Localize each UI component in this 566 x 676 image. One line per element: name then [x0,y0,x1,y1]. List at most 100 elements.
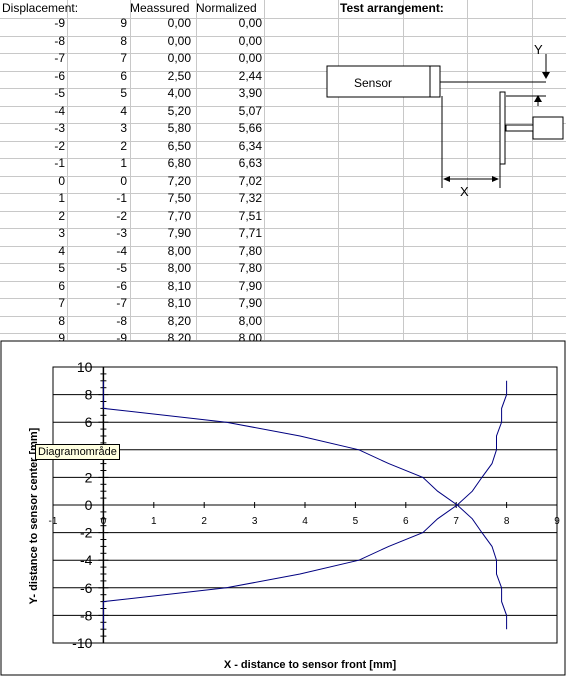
cell-norm[interactable]: 5,66 [238,121,262,135]
cell-norm[interactable]: 7,90 [238,296,262,310]
cell-norm[interactable]: 5,07 [238,104,262,118]
cell-norm[interactable]: 6,34 [238,139,262,153]
row-gridline [0,71,566,72]
target-rod [505,124,534,132]
cell-b[interactable]: -7 [116,296,127,310]
cell-disp[interactable]: -5 [54,86,65,100]
cell-norm[interactable]: 0,00 [238,34,262,48]
cell-b[interactable]: -2 [116,209,127,223]
cell-meas[interactable]: 8,10 [167,296,191,310]
header-normalized[interactable]: Normalized [196,1,257,15]
cell-meas[interactable]: 4,00 [167,86,191,100]
x-tick-label: 8 [504,516,510,527]
cell-disp[interactable]: 0 [58,174,65,188]
cell-b[interactable]: -4 [116,244,127,258]
cell-disp[interactable]: -6 [54,69,65,83]
cell-meas[interactable]: 0,00 [167,16,191,30]
y-axis-title[interactable]: Y- distance to sensor center [mm] [28,427,40,604]
test-arrangement-diagram: Sensor Y X [326,42,564,199]
cell-norm[interactable]: 2,44 [238,69,262,83]
cell-b[interactable]: 2 [120,139,127,153]
cell-norm[interactable]: 0,00 [238,16,262,30]
y-tick-label: 2 [85,469,93,485]
cell-disp[interactable]: 8 [58,314,65,328]
cell-meas[interactable]: 0,00 [167,51,191,65]
cell-meas[interactable]: 0,00 [167,34,191,48]
cell-norm[interactable]: 8,00 [238,314,262,328]
x-axis-title[interactable]: X - distance to sensor front [mm] [224,659,397,671]
cell-disp[interactable]: 5 [58,261,65,275]
y-tick-label: 8 [85,387,93,403]
x-tick-label: 5 [353,516,359,527]
cell-meas[interactable]: 6,50 [167,139,191,153]
cell-norm[interactable]: 7,90 [238,279,262,293]
cell-b[interactable]: 1 [120,156,127,170]
cell-b[interactable]: 0 [120,174,127,188]
column-gridline [196,0,197,340]
cell-disp[interactable]: -7 [54,51,65,65]
cell-norm[interactable]: 7,32 [238,191,262,205]
cell-meas[interactable]: 7,90 [167,226,191,240]
cell-disp[interactable]: 3 [58,226,65,240]
cell-norm[interactable]: 3,90 [238,86,262,100]
cell-disp[interactable]: -8 [54,34,65,48]
cell-meas[interactable]: 5,20 [167,104,191,118]
y-tick-label: -4 [80,552,93,568]
cell-b[interactable]: 8 [120,34,127,48]
cell-norm[interactable]: 7,71 [238,226,262,240]
cell-b[interactable]: 5 [120,86,127,100]
cell-b[interactable]: 6 [120,69,127,83]
cell-meas[interactable]: 7,70 [167,209,191,223]
cell-norm[interactable]: 7,80 [238,244,262,258]
cell-norm[interactable]: 7,51 [238,209,262,223]
cell-b[interactable]: -8 [116,314,127,328]
x-tick-label: 4 [302,516,308,527]
cell-b[interactable]: -1 [116,191,127,205]
header-test-arrangement[interactable]: Test arrangement: [340,1,444,15]
cell-norm[interactable]: 6,63 [238,156,262,170]
cell-b[interactable]: -6 [116,279,127,293]
column-gridline [67,0,68,340]
cell-norm[interactable]: 7,80 [238,261,262,275]
header-measured[interactable]: Meassured [130,1,190,15]
sensor-box[interactable] [326,65,441,98]
cell-b[interactable]: -9 [116,331,127,345]
cell-disp[interactable]: 4 [58,244,65,258]
cell-b[interactable]: -3 [116,226,127,240]
cell-meas[interactable]: 7,20 [167,174,191,188]
cell-disp[interactable]: -2 [54,139,65,153]
cell-b[interactable]: -5 [116,261,127,275]
cell-b[interactable]: 3 [120,121,127,135]
target-plate[interactable] [499,91,506,165]
row-gridline [0,193,566,194]
row-gridline [0,158,566,159]
row-gridline [0,53,566,54]
cell-meas[interactable]: 5,80 [167,121,191,135]
cell-disp[interactable]: 1 [58,191,65,205]
cell-b[interactable]: 4 [120,104,127,118]
cell-disp[interactable]: -4 [54,104,65,118]
cell-disp[interactable]: 9 [58,331,65,345]
cell-disp[interactable]: -9 [54,16,65,30]
target-block[interactable] [532,116,564,140]
cell-norm[interactable]: 0,00 [238,51,262,65]
cell-meas[interactable]: 8,00 [167,261,191,275]
cell-disp[interactable]: 7 [58,296,65,310]
x-tick-label: 7 [453,516,459,527]
cell-disp[interactable]: 2 [58,209,65,223]
cell-disp[interactable]: 6 [58,279,65,293]
header-displacement[interactable]: Displacement: [2,1,79,15]
cell-disp[interactable]: -3 [54,121,65,135]
row-gridline [0,106,566,107]
cell-meas[interactable]: 8,00 [167,244,191,258]
cell-disp[interactable]: -1 [54,156,65,170]
cell-meas[interactable]: 6,80 [167,156,191,170]
cell-norm[interactable]: 7,02 [238,174,262,188]
cell-meas[interactable]: 7,50 [167,191,191,205]
cell-b[interactable]: 9 [120,16,127,30]
cell-meas[interactable]: 2,50 [167,69,191,83]
cell-meas[interactable]: 8,10 [167,279,191,293]
cell-b[interactable]: 7 [120,51,127,65]
cell-meas[interactable]: 8,20 [167,314,191,328]
